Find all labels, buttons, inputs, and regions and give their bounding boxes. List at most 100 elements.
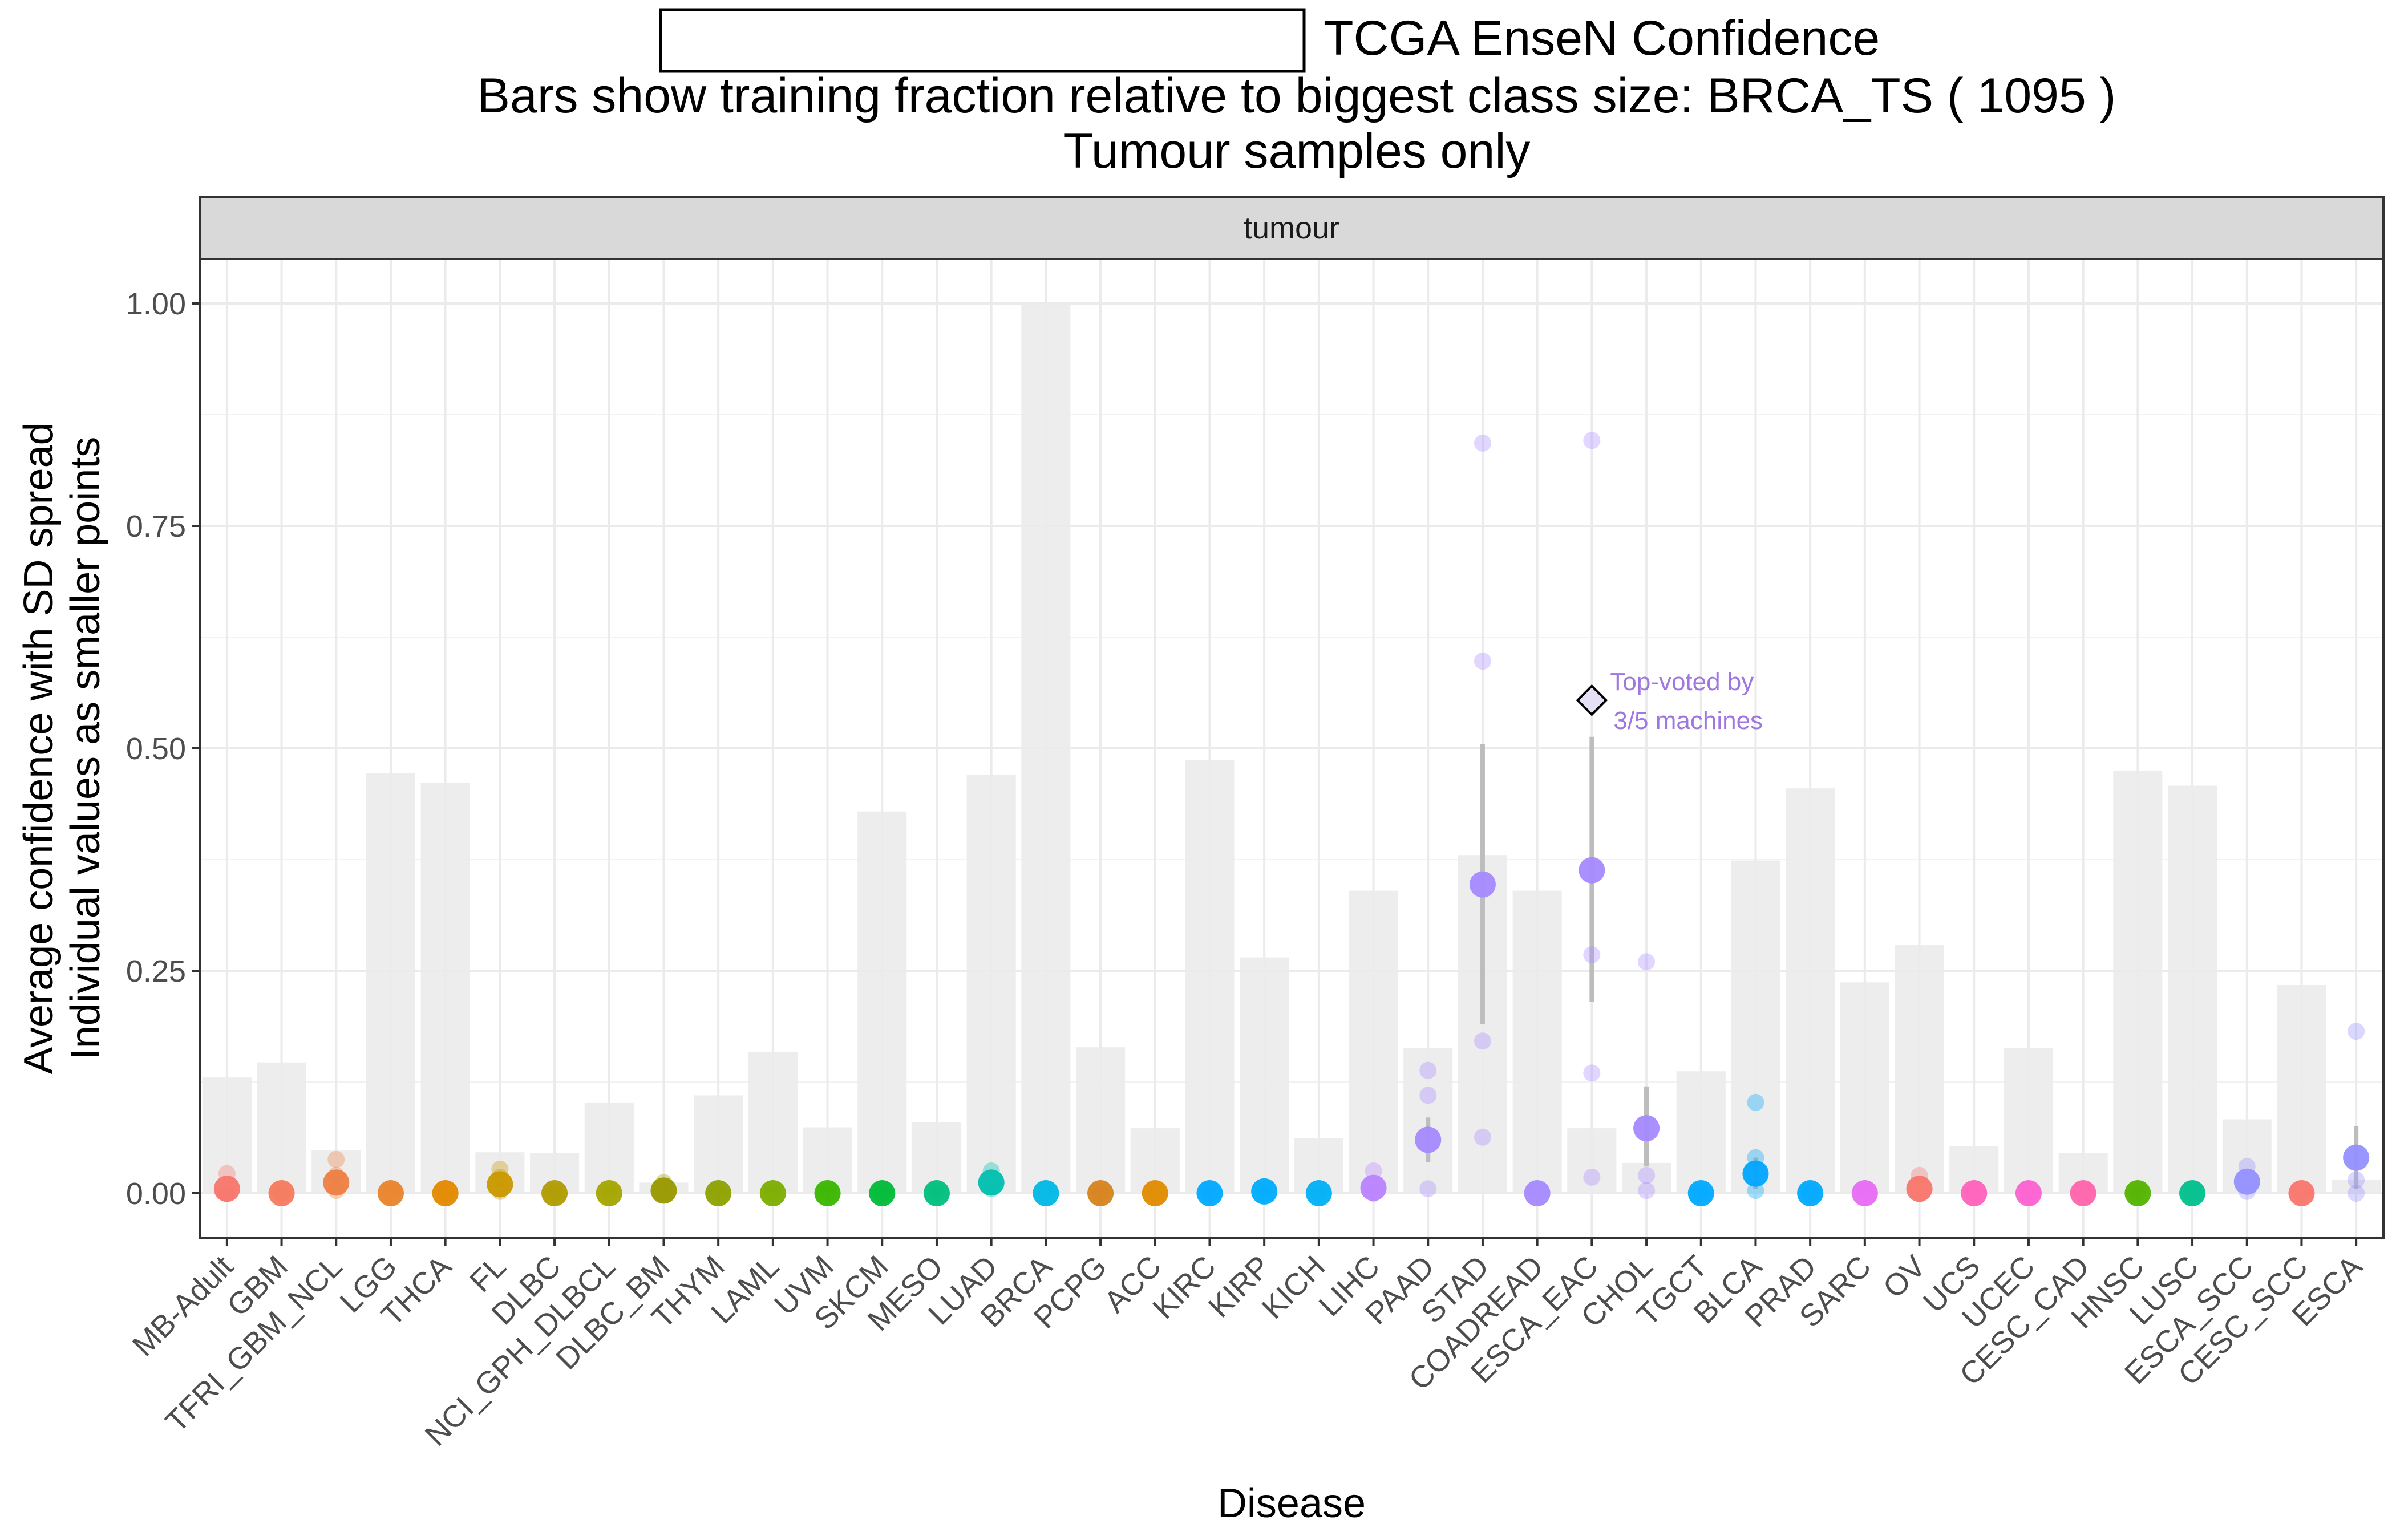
training-bar (2167, 785, 2217, 1193)
individual-point (1474, 1128, 1491, 1146)
training-bar (1676, 1071, 1726, 1193)
mean-point (432, 1180, 459, 1206)
mean-point (2179, 1180, 2206, 1206)
individual-point (1419, 1061, 1437, 1079)
mean-point (1906, 1176, 1933, 1202)
training-bar (366, 773, 416, 1193)
mean-point (1469, 871, 1496, 898)
individual-point (1474, 434, 1491, 452)
individual-point (2348, 1171, 2365, 1189)
individual-point (1474, 653, 1491, 670)
mean-point (650, 1177, 677, 1204)
training-bar (2277, 984, 2326, 1193)
mean-point (213, 1176, 240, 1202)
individual-point (327, 1150, 345, 1168)
top-vote-annotation: Top-voted by 3/5 machines (1576, 668, 1763, 735)
individual-point (1747, 1182, 1764, 1199)
mean-point (1633, 1115, 1660, 1142)
training-bar (1786, 788, 1835, 1193)
annotation-line1: Top-voted by (1610, 668, 1754, 696)
individual-point (1638, 1166, 1656, 1184)
mean-point (2015, 1180, 2042, 1206)
top-vote-diamond (1576, 684, 1608, 716)
training-bar (748, 1051, 798, 1193)
training-bar (1349, 890, 1398, 1193)
individual-point (2348, 1023, 2365, 1040)
training-bar (1895, 945, 1944, 1193)
title-box (659, 8, 1306, 73)
mean-point (759, 1180, 786, 1206)
chart-subtitle-line1: Bars show training fraction relative to … (477, 68, 2116, 123)
mean-point (1961, 1180, 1988, 1206)
training-bar (1567, 1128, 1617, 1193)
mean-point (377, 1180, 404, 1206)
x-axis-title: Disease (1217, 1481, 1366, 1526)
individual-point (1638, 1182, 1656, 1199)
mean-points (213, 857, 2370, 1206)
y-tick-label: 0.00 (126, 1177, 186, 1211)
y-axis-title-line2: Individual values as smaller points (63, 437, 108, 1060)
y-axis: 0.00 0.25 0.50 0.75 1.00 (126, 287, 200, 1211)
mean-point (1415, 1126, 1442, 1153)
training-fraction-bars (202, 303, 2381, 1193)
training-bar (584, 1102, 634, 1193)
mean-point (869, 1180, 896, 1206)
individual-point (1474, 1032, 1491, 1050)
training-bar (1021, 303, 1071, 1193)
training-bar (1731, 860, 1780, 1193)
mean-point (1579, 857, 1605, 884)
individual-point (2348, 1185, 2365, 1202)
mean-point (1851, 1180, 1878, 1206)
y-tick-label: 1.00 (126, 287, 186, 321)
mean-point (1797, 1180, 1824, 1206)
training-bar (1075, 1047, 1126, 1193)
mean-point (1087, 1180, 1114, 1206)
individual-point (1583, 1168, 1601, 1186)
mean-point (1742, 1160, 1769, 1187)
mean-point (1142, 1180, 1168, 1206)
individual-point (1747, 1093, 1764, 1111)
mean-point (1033, 1180, 1059, 1206)
y-axis-title-line1: Average confidence with SD spread (16, 422, 62, 1074)
mean-point (541, 1180, 568, 1206)
training-bar (966, 775, 1016, 1193)
individual-point (1365, 1162, 1382, 1180)
mean-point (2233, 1168, 2260, 1195)
chart-title: TCGA EnseN Confidence (1324, 11, 1880, 66)
individual-point (1583, 946, 1601, 963)
mean-point (596, 1180, 622, 1206)
mean-point (1524, 1180, 1551, 1206)
facet-label: tumour (1244, 211, 1339, 245)
training-bar (1621, 1162, 1671, 1193)
mean-point (2288, 1180, 2315, 1206)
training-bar (694, 1095, 743, 1193)
mean-point (923, 1180, 950, 1206)
training-bar (257, 1062, 306, 1193)
mean-point (268, 1180, 295, 1206)
mean-point (1196, 1180, 1223, 1206)
training-bar (202, 1077, 252, 1193)
annotation-line2: 3/5 machines (1613, 707, 1763, 735)
mean-point (2343, 1144, 2370, 1171)
facet-strip (199, 196, 2385, 260)
individual-point (1638, 953, 1656, 971)
y-tick-label: 0.50 (126, 732, 186, 766)
training-bar (2004, 1048, 2054, 1193)
mean-point (705, 1180, 732, 1206)
mean-point (1360, 1174, 1387, 1201)
training-bar (857, 811, 907, 1193)
mean-point (1687, 1180, 1714, 1206)
individual-point (1583, 432, 1601, 449)
individual-point (1419, 1087, 1437, 1104)
y-tick-label: 0.75 (126, 509, 186, 544)
chart-subtitle-line2: Tumour samples only (1063, 124, 1531, 179)
mean-point (487, 1171, 513, 1198)
mean-point (2070, 1180, 2096, 1206)
training-bar (1840, 982, 1889, 1193)
mean-point (1305, 1180, 1332, 1206)
training-bar (1185, 760, 1235, 1193)
training-bar (2113, 771, 2163, 1193)
training-bar (1512, 890, 1562, 1193)
training-bar (420, 783, 470, 1193)
